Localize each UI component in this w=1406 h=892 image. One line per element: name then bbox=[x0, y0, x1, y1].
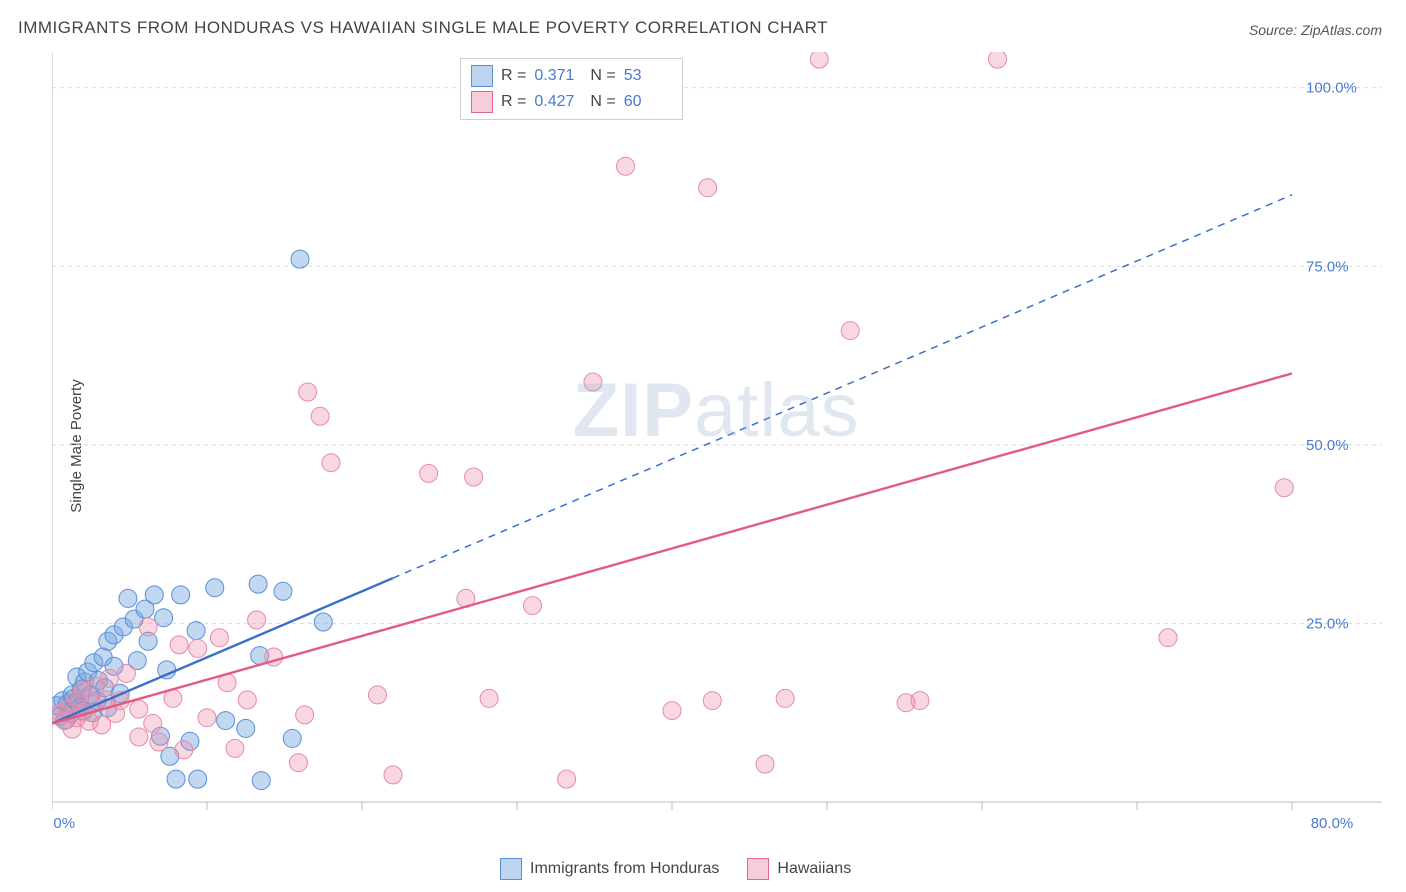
data-point-hawaiians bbox=[322, 454, 340, 472]
legend-row-honduras: R = 0.371 N = 53 bbox=[471, 63, 672, 89]
data-point-hawaiians bbox=[139, 618, 157, 636]
series-label-hawaiians: Hawaiians bbox=[777, 860, 851, 878]
data-point-hawaiians bbox=[584, 373, 602, 391]
data-point-honduras bbox=[167, 770, 185, 788]
data-point-hawaiians bbox=[465, 468, 483, 486]
legend-swatch-hawaiians bbox=[471, 91, 493, 113]
data-point-hawaiians bbox=[226, 739, 244, 757]
data-point-honduras bbox=[237, 719, 255, 737]
data-point-hawaiians bbox=[150, 733, 168, 751]
data-point-honduras bbox=[172, 586, 190, 604]
legend-r-label: R = bbox=[501, 67, 526, 85]
data-point-honduras bbox=[217, 712, 235, 730]
data-point-hawaiians bbox=[841, 322, 859, 340]
data-point-hawaiians bbox=[1275, 479, 1293, 497]
data-point-hawaiians bbox=[289, 754, 307, 772]
data-point-hawaiians bbox=[144, 714, 162, 732]
data-point-hawaiians bbox=[756, 755, 774, 773]
data-point-hawaiians bbox=[198, 709, 216, 727]
series-legend-item-hawaiians: Hawaiians bbox=[747, 858, 851, 880]
data-point-hawaiians bbox=[210, 629, 228, 647]
series-swatch-hawaiians bbox=[747, 858, 769, 880]
data-point-honduras bbox=[187, 622, 205, 640]
data-point-hawaiians bbox=[911, 692, 929, 710]
data-point-hawaiians bbox=[776, 689, 794, 707]
data-point-hawaiians bbox=[170, 636, 188, 654]
data-point-hawaiians bbox=[311, 407, 329, 425]
data-point-hawaiians bbox=[989, 52, 1007, 68]
data-point-hawaiians bbox=[663, 702, 681, 720]
data-point-hawaiians bbox=[699, 179, 717, 197]
data-point-hawaiians bbox=[420, 464, 438, 482]
trend-line-dashed-honduras bbox=[393, 195, 1292, 578]
legend-swatch-honduras bbox=[471, 65, 493, 87]
data-point-hawaiians bbox=[480, 689, 498, 707]
data-point-hawaiians bbox=[175, 741, 193, 759]
data-point-hawaiians bbox=[1159, 629, 1177, 647]
legend-r-value-hawaiians: 0.427 bbox=[534, 93, 582, 111]
legend-r-label: R = bbox=[501, 93, 526, 111]
series-legend-item-honduras: Immigrants from Honduras bbox=[500, 858, 719, 880]
data-point-hawaiians bbox=[384, 766, 402, 784]
x-tick-label-right: 80.0% bbox=[1311, 815, 1354, 832]
legend-r-value-honduras: 0.371 bbox=[534, 67, 582, 85]
series-legend: Immigrants from Honduras Hawaiians bbox=[500, 858, 851, 880]
data-point-hawaiians bbox=[558, 770, 576, 788]
trend-line-hawaiians bbox=[52, 373, 1292, 723]
data-point-hawaiians bbox=[238, 691, 256, 709]
y-tick-label: 50.0% bbox=[1306, 437, 1349, 454]
data-point-honduras bbox=[283, 729, 301, 747]
y-tick-label: 25.0% bbox=[1306, 615, 1349, 632]
data-point-honduras bbox=[189, 770, 207, 788]
data-point-honduras bbox=[274, 582, 292, 600]
data-point-hawaiians bbox=[130, 728, 148, 746]
data-point-honduras bbox=[291, 250, 309, 268]
data-point-hawaiians bbox=[117, 664, 135, 682]
correlation-legend: R = 0.371 N = 53 R = 0.427 N = 60 bbox=[460, 58, 683, 120]
data-point-hawaiians bbox=[299, 383, 317, 401]
data-point-honduras bbox=[314, 613, 332, 631]
data-point-hawaiians bbox=[369, 686, 387, 704]
series-label-honduras: Immigrants from Honduras bbox=[530, 860, 719, 878]
data-point-honduras bbox=[206, 579, 224, 597]
scatter-plot: 25.0% 50.0% 75.0% 100.0% 0.0% 80.0% bbox=[52, 52, 1382, 832]
data-point-honduras bbox=[119, 589, 137, 607]
data-point-honduras bbox=[249, 575, 267, 593]
legend-n-value-honduras: 53 bbox=[624, 67, 672, 85]
data-point-hawaiians bbox=[130, 700, 148, 718]
data-point-hawaiians bbox=[248, 611, 266, 629]
series-swatch-honduras bbox=[500, 858, 522, 880]
y-tick-label: 75.0% bbox=[1306, 258, 1349, 275]
data-point-hawaiians bbox=[524, 597, 542, 615]
data-point-honduras bbox=[155, 609, 173, 627]
data-point-hawaiians bbox=[703, 692, 721, 710]
data-point-honduras bbox=[145, 586, 163, 604]
data-point-honduras bbox=[252, 772, 270, 790]
y-tick-label: 100.0% bbox=[1306, 80, 1357, 97]
chart-title: IMMIGRANTS FROM HONDURAS VS HAWAIIAN SIN… bbox=[18, 18, 828, 38]
legend-n-label: N = bbox=[590, 67, 615, 85]
data-point-hawaiians bbox=[810, 52, 828, 68]
data-point-hawaiians bbox=[617, 157, 635, 175]
data-point-hawaiians bbox=[189, 639, 207, 657]
data-point-hawaiians bbox=[100, 669, 118, 687]
legend-n-value-hawaiians: 60 bbox=[624, 93, 672, 111]
x-tick-label-left: 0.0% bbox=[52, 815, 75, 832]
legend-row-hawaiians: R = 0.427 N = 60 bbox=[471, 89, 672, 115]
data-point-hawaiians bbox=[296, 706, 314, 724]
legend-n-label: N = bbox=[590, 93, 615, 111]
source-label: Source: ZipAtlas.com bbox=[1249, 22, 1382, 38]
